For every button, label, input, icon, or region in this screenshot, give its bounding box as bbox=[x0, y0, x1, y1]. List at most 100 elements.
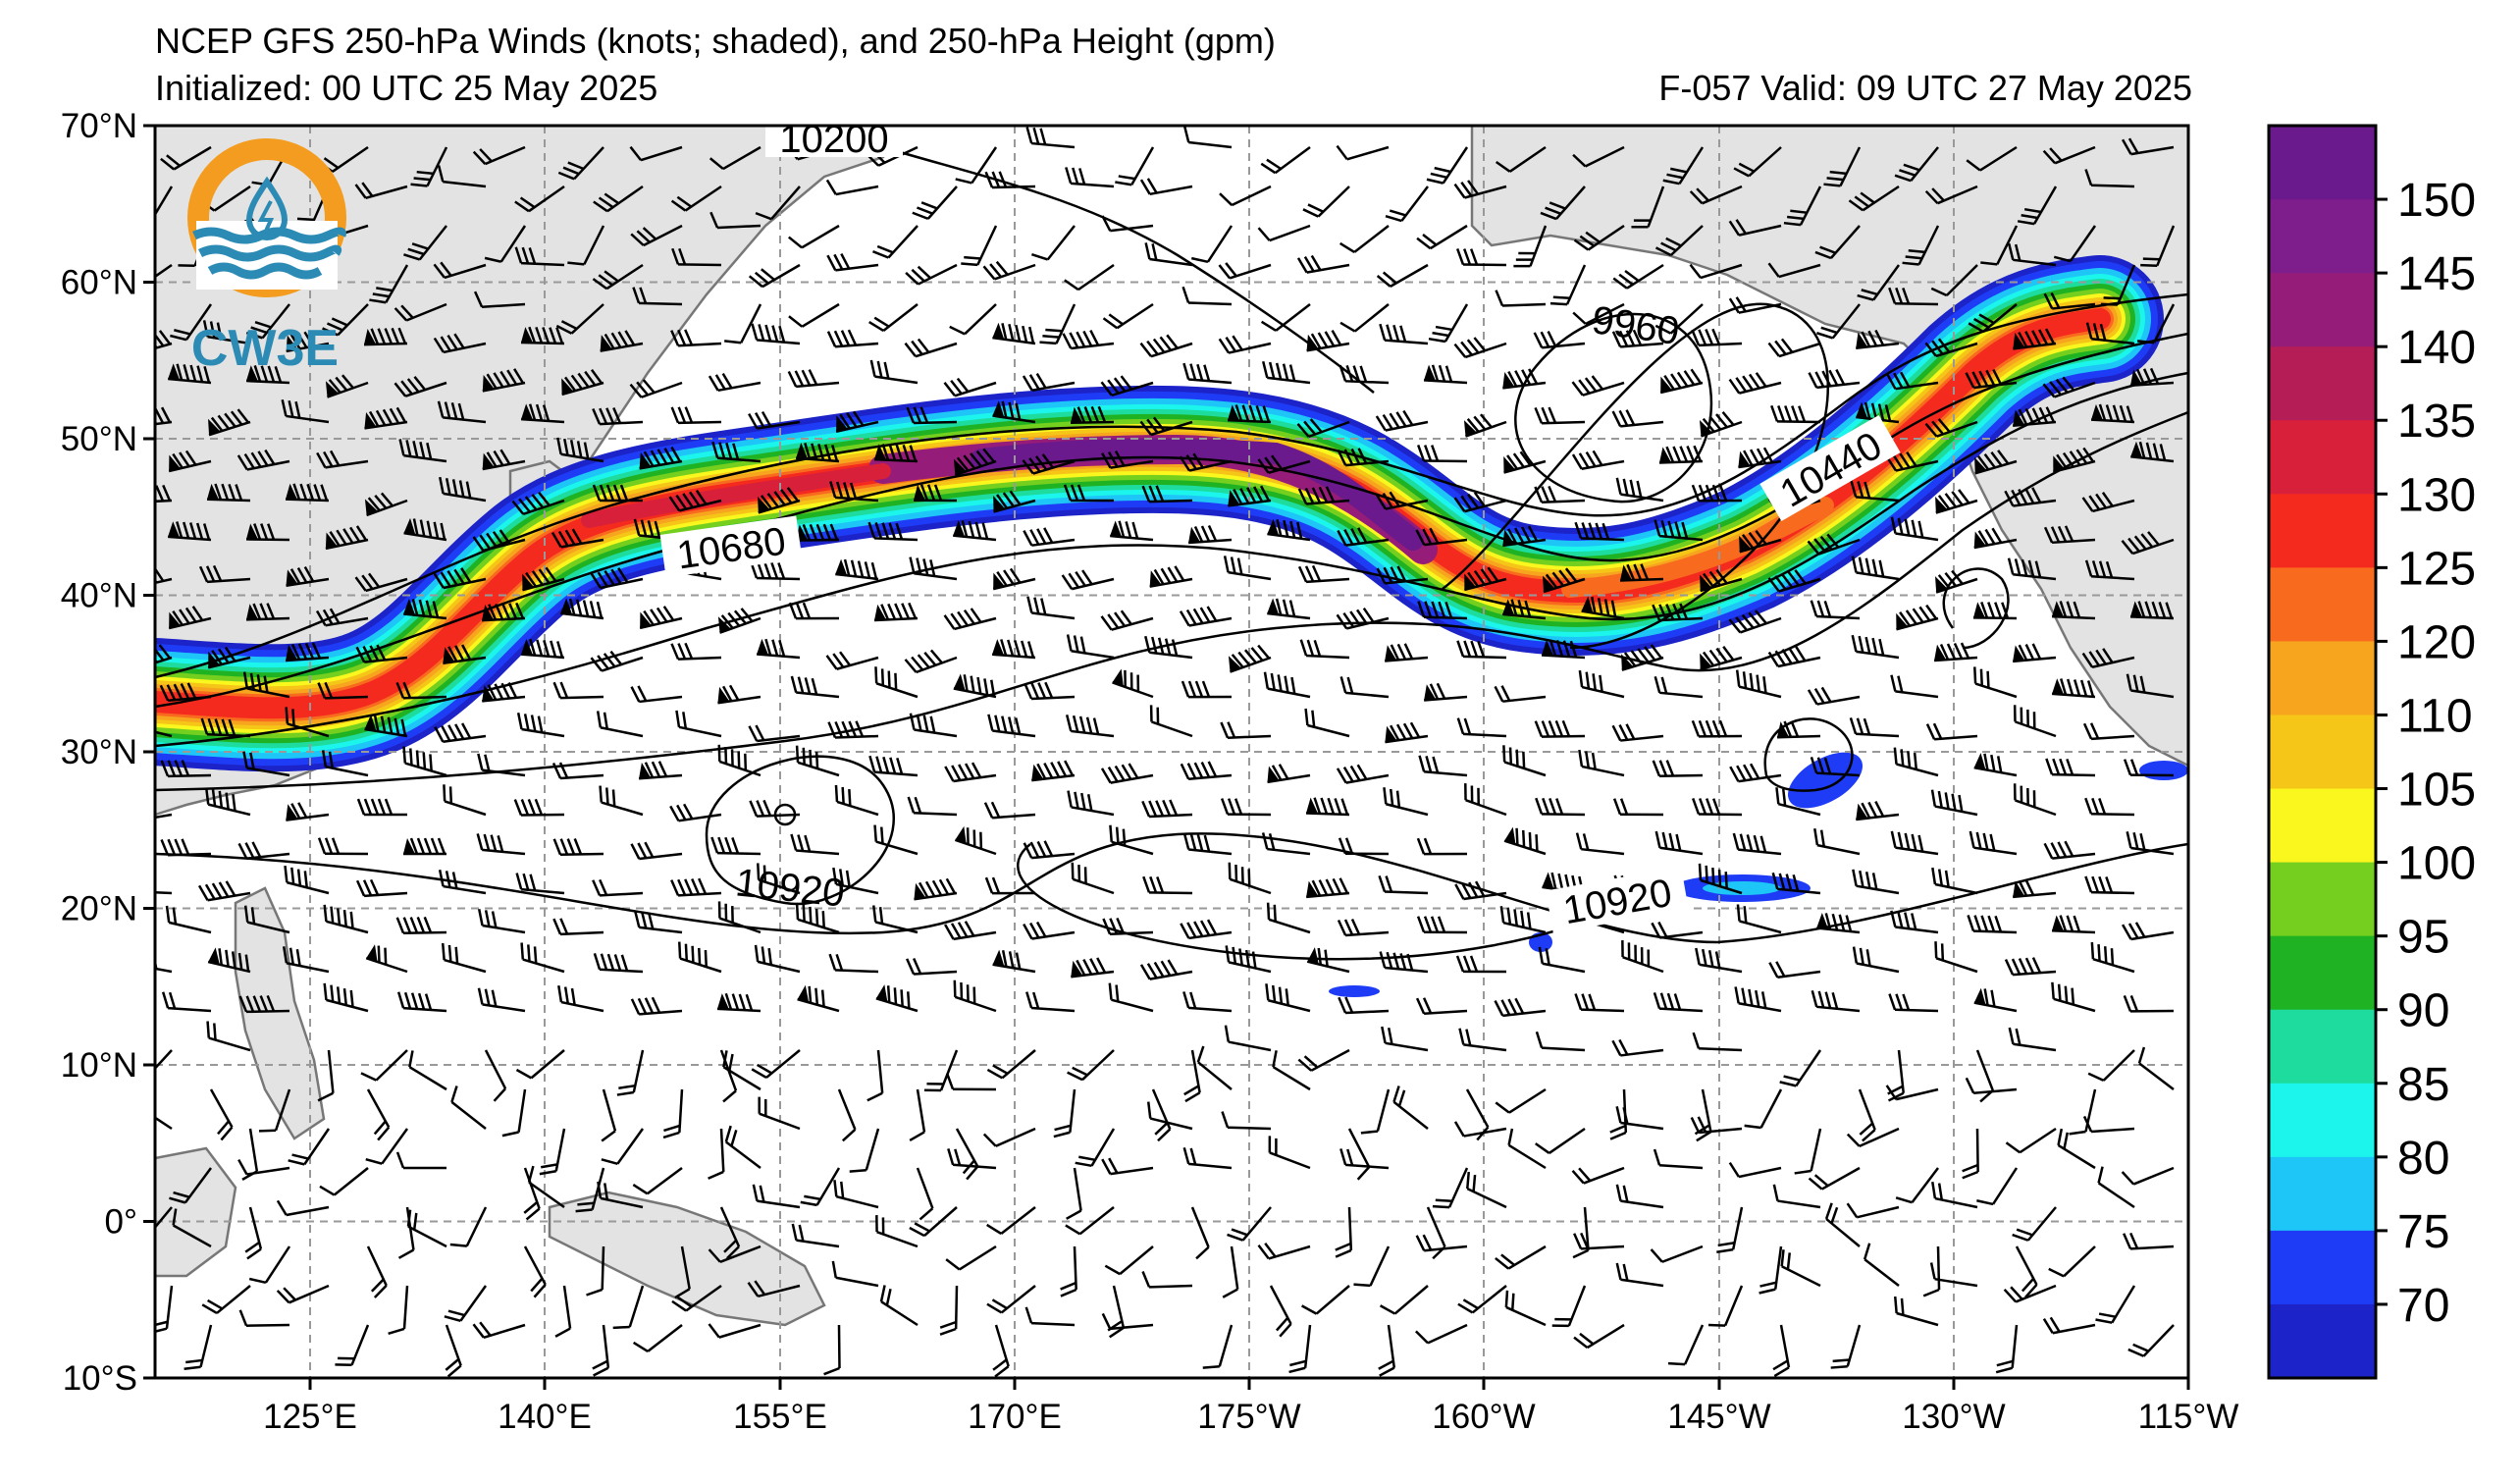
wind-barb bbox=[1335, 1206, 1353, 1258]
wind-barb bbox=[1066, 1167, 1082, 1220]
wind-barb bbox=[1142, 875, 1193, 895]
wind-barb bbox=[904, 649, 958, 674]
wind-barb bbox=[992, 1324, 1010, 1378]
wind-barb bbox=[1297, 564, 1350, 584]
wind-barb bbox=[1543, 567, 1586, 594]
wind-barb bbox=[1065, 1206, 1115, 1236]
wind-barb bbox=[612, 1285, 645, 1330]
wind-barb bbox=[1141, 799, 1193, 819]
wind-barb bbox=[242, 751, 290, 777]
wind-barb bbox=[829, 481, 879, 503]
wind-barb bbox=[1810, 756, 1861, 777]
wind-barb bbox=[208, 408, 251, 437]
borneo-land bbox=[155, 1146, 237, 1278]
wind-barb bbox=[596, 711, 644, 738]
wind-barb bbox=[354, 182, 408, 199]
wind-barb bbox=[369, 264, 409, 304]
wind-barb bbox=[1024, 681, 1076, 701]
wind-barb bbox=[1392, 1086, 1429, 1130]
wind-barb bbox=[1972, 602, 2018, 620]
wind-barb bbox=[2042, 1316, 2096, 1335]
lon-tick-label: 175°W bbox=[1197, 1398, 1300, 1436]
wind-barb bbox=[1023, 840, 1076, 860]
wind-barb bbox=[1224, 1025, 1272, 1052]
wind-barb bbox=[1495, 145, 1547, 173]
wind-barb bbox=[445, 1324, 462, 1378]
wind-barb bbox=[557, 984, 604, 1013]
wind-barb bbox=[923, 1049, 959, 1092]
wind-barb bbox=[481, 602, 526, 622]
wind-barb bbox=[1102, 302, 1154, 330]
wind-barb bbox=[719, 1206, 741, 1260]
wind-barb bbox=[592, 1324, 610, 1377]
wind-barb bbox=[875, 984, 919, 1013]
wind-barb bbox=[365, 944, 408, 974]
wind-barb bbox=[1890, 674, 1939, 699]
colorbar-segment bbox=[2269, 715, 2376, 790]
wind-barb bbox=[388, 1285, 409, 1335]
wind-barb bbox=[1112, 668, 1154, 699]
wind-barb bbox=[1499, 906, 1547, 934]
wind-barb bbox=[1379, 323, 1429, 345]
wind-barb bbox=[323, 904, 369, 934]
wind-barb bbox=[831, 1260, 879, 1288]
wind-barb bbox=[849, 1128, 880, 1173]
wind-barb bbox=[1225, 945, 1272, 974]
wind-barb bbox=[1494, 685, 1547, 703]
wind-barb bbox=[1223, 556, 1272, 581]
wind-barb bbox=[438, 870, 487, 895]
wind-barb bbox=[197, 880, 251, 902]
wind-barb bbox=[516, 713, 565, 738]
wind-barb bbox=[826, 252, 879, 272]
lat-labels: 70°N 60°N 50°N 40°N 30°N 20°N 10°N 0° 10°S bbox=[61, 107, 137, 1398]
wind-barb bbox=[1578, 749, 1625, 777]
wind-barb bbox=[245, 523, 290, 542]
colorbar-segment bbox=[2269, 862, 2376, 937]
wind-barb bbox=[325, 374, 369, 398]
wind-barb bbox=[1574, 521, 1625, 542]
wind-barb bbox=[1653, 991, 1704, 1013]
wind-barb bbox=[1734, 986, 1782, 1013]
wind-barb bbox=[748, 724, 801, 743]
wind-barb bbox=[364, 492, 408, 517]
wind-barb bbox=[184, 1324, 213, 1371]
wind-barb bbox=[317, 837, 369, 856]
wind-barb bbox=[243, 905, 290, 934]
wind-barb bbox=[1416, 837, 1468, 856]
wind-barb bbox=[757, 863, 801, 895]
wind-barb bbox=[1538, 946, 1586, 974]
wind-barb bbox=[2053, 447, 2096, 473]
wind-barb bbox=[795, 523, 840, 542]
wind-barb bbox=[1934, 941, 1978, 974]
wind-barb bbox=[795, 902, 840, 934]
wind-barb bbox=[2051, 601, 2096, 620]
wind-barb bbox=[1700, 568, 1743, 593]
wind-barb bbox=[1728, 296, 1782, 314]
wind-barb bbox=[834, 784, 879, 817]
wind-barb bbox=[1652, 603, 1704, 622]
wind-barb bbox=[670, 185, 722, 212]
wind-barb bbox=[403, 517, 447, 542]
wind-barb bbox=[2057, 1128, 2096, 1170]
wind-barb bbox=[170, 303, 213, 342]
wind-barb bbox=[515, 873, 565, 895]
wind-barb bbox=[1902, 225, 1940, 266]
wind-barb bbox=[1385, 643, 1429, 662]
wind-barb bbox=[1146, 1101, 1193, 1131]
colorbar-segment bbox=[2269, 494, 2376, 568]
wind-barb bbox=[2121, 1166, 2175, 1186]
wind-barb bbox=[1100, 609, 1154, 631]
colorbar-tick-label: 125 bbox=[2397, 543, 2476, 595]
wind-barb bbox=[826, 329, 879, 348]
wind-barb bbox=[315, 608, 369, 627]
wind-barb bbox=[155, 1103, 173, 1131]
wind-barb bbox=[450, 1086, 487, 1130]
contour-labels: 10200 9960 10680 10440 10920 10920 bbox=[659, 126, 1901, 933]
wind-barb bbox=[788, 602, 840, 620]
wind-barb bbox=[2140, 225, 2176, 267]
wind-barb bbox=[1744, 1088, 1783, 1130]
wind-barb bbox=[1895, 1167, 1939, 1204]
jet-stream-shading bbox=[155, 255, 2164, 772]
wind-barb bbox=[2013, 328, 2057, 350]
wind-barb bbox=[1503, 450, 1547, 474]
